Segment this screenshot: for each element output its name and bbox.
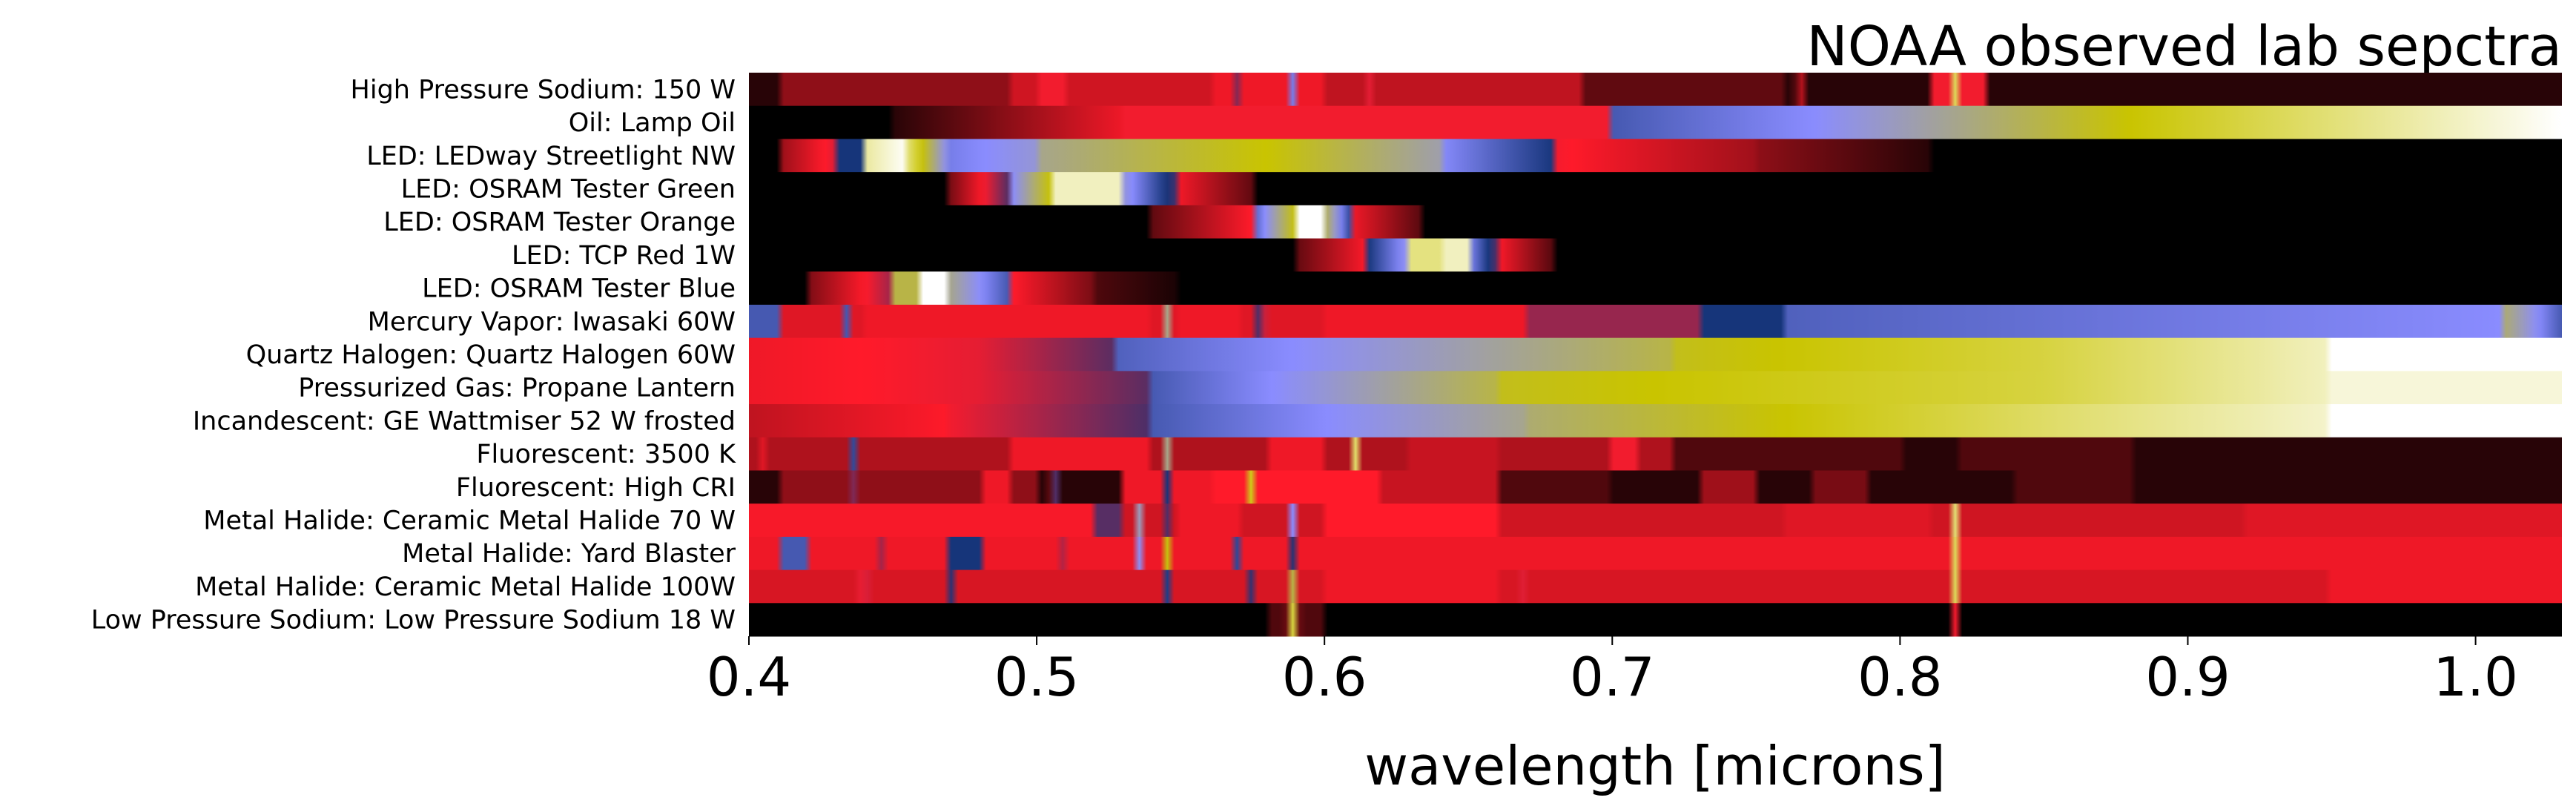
x-axis-label: wavelength [microns] bbox=[1364, 735, 1945, 797]
row-label: Pressurized Gas: Propane Lantern bbox=[298, 374, 736, 403]
spectrum-row bbox=[749, 139, 2562, 173]
row-label: LED: OSRAM Tester Orange bbox=[383, 208, 736, 237]
spectrum-row bbox=[749, 205, 2562, 240]
spectrum-row bbox=[749, 404, 2562, 438]
spectrum-row bbox=[749, 371, 2562, 405]
chart-title: NOAA observed lab sepctra bbox=[1806, 15, 2562, 79]
spectrum-row bbox=[749, 271, 2562, 306]
spectrum-row bbox=[749, 337, 2562, 372]
row-label: Fluorescent: 3500 K bbox=[476, 440, 736, 469]
spectrum-row bbox=[749, 172, 2562, 206]
x-tick-label: 0.8 bbox=[1857, 646, 1943, 708]
row-label: Metal Halide: Ceramic Metal Halide 70 W bbox=[203, 506, 736, 536]
spectrum-row bbox=[749, 470, 2562, 504]
row-label: LED: TCP Red 1W bbox=[512, 241, 736, 271]
x-tick-label: 0.9 bbox=[2145, 646, 2230, 708]
row-label: Metal Halide: Ceramic Metal Halide 100W bbox=[195, 572, 736, 602]
spectrum-row bbox=[749, 105, 2562, 139]
x-axis-ticks: 0.4 0.5 0.6 0.7 0.8 0.9 1.0 bbox=[707, 636, 2518, 708]
row-label: LED: OSRAM Tester Blue bbox=[422, 274, 736, 304]
x-tick-label: 0.4 bbox=[707, 646, 792, 708]
row-label: High Pressure Sodium: 150 W bbox=[351, 75, 736, 105]
spectrum-row bbox=[749, 238, 2562, 272]
row-label: Low Pressure Sodium: Low Pressure Sodium… bbox=[91, 606, 736, 635]
spectrum-row bbox=[749, 603, 2562, 637]
spectrum-row bbox=[749, 569, 2562, 604]
row-label: LED: LEDway Streetlight NW bbox=[366, 142, 736, 171]
x-tick-label: 0.7 bbox=[1570, 646, 1655, 708]
spectrum-row bbox=[749, 503, 2562, 538]
row-label: Metal Halide: Yard Blaster bbox=[402, 539, 736, 569]
row-label: Mercury Vapor: Iwasaki 60W bbox=[368, 307, 736, 337]
spectra-rows bbox=[749, 73, 2562, 637]
row-label: LED: OSRAM Tester Green bbox=[401, 174, 736, 204]
x-tick-label: 0.5 bbox=[994, 646, 1080, 708]
row-label: Oil: Lamp Oil bbox=[569, 108, 736, 138]
x-tick-label: 0.6 bbox=[1282, 646, 1367, 708]
row-label: Incandescent: GE Wattmiser 52 W frosted bbox=[193, 406, 736, 436]
spectrum-row bbox=[749, 536, 2562, 571]
spectrum-row bbox=[749, 73, 2562, 107]
spectrum-row bbox=[749, 304, 2562, 339]
spectrum-row bbox=[749, 437, 2562, 471]
row-label: Quartz Halogen: Quartz Halogen 60W bbox=[246, 340, 736, 370]
row-label: Fluorescent: High CRI bbox=[456, 473, 736, 503]
x-tick-label: 1.0 bbox=[2433, 646, 2518, 708]
